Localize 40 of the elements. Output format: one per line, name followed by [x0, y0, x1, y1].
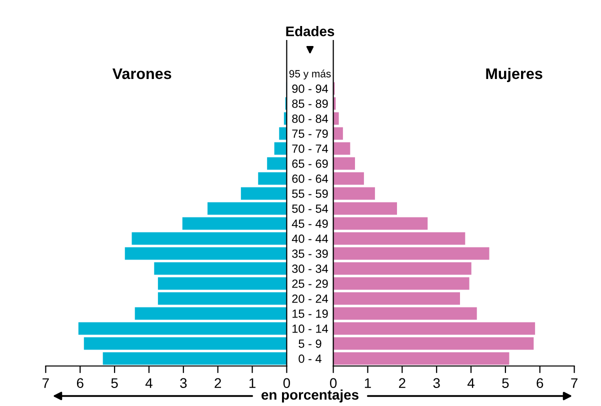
- y-tick-label: 15 - 19: [292, 310, 328, 318]
- x-tick-label: 4: [145, 378, 152, 388]
- y-tick-label: 50 - 54: [292, 204, 328, 213]
- y-tick-label: 45 - 49: [292, 220, 328, 228]
- y-tick-label: 0 - 4: [298, 354, 322, 363]
- x-tick-label: 5: [111, 378, 118, 388]
- x-tick-label: 3: [180, 378, 187, 388]
- y-tick-label: 75 - 79: [292, 130, 328, 138]
- y-tick-label: 25 - 29: [292, 280, 328, 288]
- x-tick-label: 0: [283, 378, 290, 388]
- y-tick-label: 90 - 94: [292, 84, 328, 93]
- x-tick-label: 6: [536, 378, 544, 388]
- y-tick-label: 95 y más: [289, 70, 331, 80]
- y-tick-label: 20 - 24: [292, 294, 328, 303]
- x-tick-label: 0: [330, 378, 337, 388]
- y-tick-label: 35 - 39: [292, 250, 328, 258]
- x-tick-label: 2: [214, 378, 222, 388]
- y-tick-label: 65 - 69: [292, 160, 328, 168]
- chart-title: Mujeres: [486, 68, 542, 82]
- y-tick-label: 5 - 9: [298, 340, 322, 348]
- text: en porcentajes: [262, 390, 358, 402]
- y-tick-label: 40 - 44: [292, 234, 328, 243]
- x-tick-label: 6: [76, 378, 84, 388]
- x-tick-label: 5: [502, 378, 509, 388]
- y-tick-label: 60 - 64: [292, 174, 328, 183]
- chart-title: Varones: [112, 68, 172, 80]
- x-tick-label: 1: [249, 378, 256, 388]
- x-tick-label: 4: [467, 378, 474, 388]
- y-tick-label: 70 - 74: [292, 144, 328, 153]
- x-tick-label: 1: [364, 378, 371, 388]
- x-tick-label: 7: [42, 378, 49, 388]
- y-tick-label: 80 - 84: [292, 114, 328, 123]
- y-tick-label: 55 - 59: [292, 190, 328, 198]
- x-tick-label: 2: [398, 378, 406, 388]
- x-tick-label: 3: [433, 378, 440, 388]
- y-tick-label: 30 - 34: [292, 264, 328, 273]
- y-tick-label: 10 - 14: [292, 324, 328, 333]
- x-tick-label: 7: [571, 378, 578, 388]
- y-axis-title: Edades: [286, 26, 334, 36]
- y-tick-label: 85 - 89: [292, 100, 328, 108]
